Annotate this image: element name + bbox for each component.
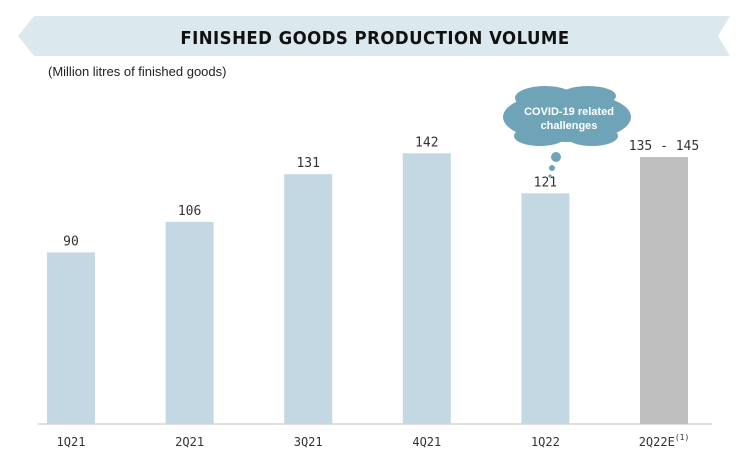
chart-title: FINISHED GOODS PRODUCTION VOLUME — [180, 28, 570, 49]
callout-dot — [548, 174, 552, 178]
callout-bubble — [514, 126, 566, 146]
data-label: 106 — [178, 204, 201, 219]
bar-4q21 — [402, 153, 451, 424]
title-banner — [18, 16, 730, 56]
x-tick-label: 1Q21 — [57, 435, 86, 449]
footnote-marker: (1) — [675, 433, 689, 442]
callout-text: COVID-19 related challenges — [524, 106, 614, 132]
data-label: 121 — [534, 175, 557, 190]
title-banner-shape — [18, 16, 730, 56]
data-label: 90 — [63, 234, 79, 249]
callout-dot — [551, 152, 561, 162]
bar-1q21 — [47, 252, 95, 424]
callout-bubble — [560, 86, 616, 106]
callout-bubble — [566, 126, 618, 146]
x-tick-label: 3Q21 — [294, 435, 323, 449]
bar-2q21 — [165, 221, 214, 424]
callout-bubble — [515, 86, 575, 110]
bar-2q22e — [640, 157, 688, 425]
data-label: 131 — [296, 156, 319, 171]
chart-subtitle: (Million litres of finished goods) — [48, 64, 227, 79]
bar-3q21 — [284, 174, 333, 424]
x-tick-label: 2Q21 — [175, 435, 204, 449]
bar-1q22 — [521, 193, 570, 424]
x-tick-label: 4Q21 — [412, 435, 441, 449]
data-label: 135 - 145 — [629, 139, 699, 154]
callout-dot — [549, 165, 555, 171]
data-label: 142 — [415, 135, 438, 150]
x-tick-label: 1Q22 — [531, 435, 560, 449]
